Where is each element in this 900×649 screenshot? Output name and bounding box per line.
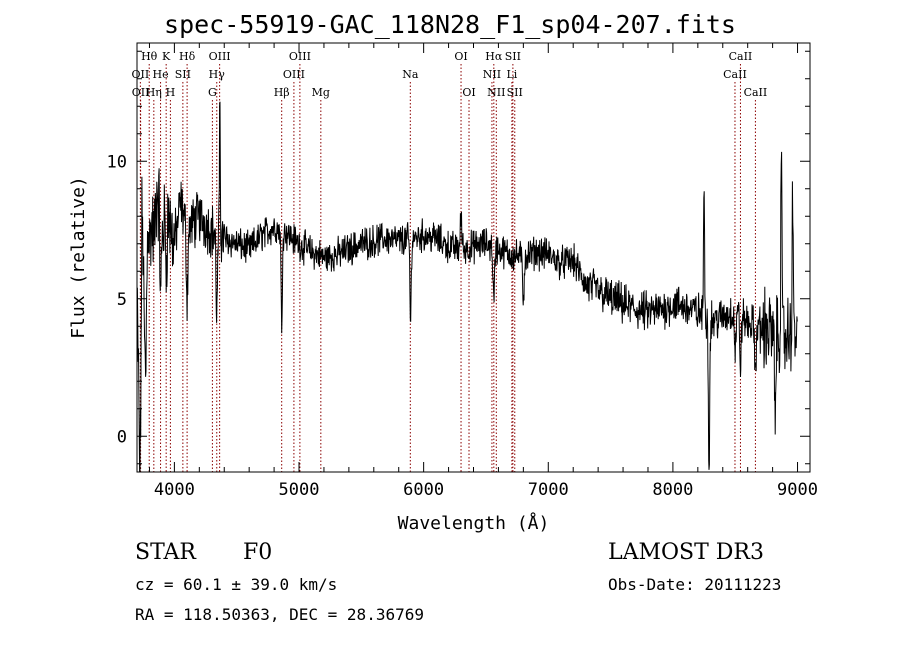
line-label-25: CaII: [729, 50, 753, 63]
y-axis-label: Flux (relative): [68, 176, 89, 339]
line-label-18: OI: [462, 86, 475, 99]
line-label-14: OIII: [283, 68, 305, 81]
line-label-24: SII: [507, 86, 523, 99]
line-label-16: Na: [402, 68, 419, 81]
x-axis-label: Wavelength (Å): [398, 512, 550, 534]
x-tick-label: 7000: [528, 480, 569, 500]
line-label-1: OII: [132, 68, 150, 81]
line-label-17: OI: [454, 50, 467, 63]
line-label-4: He: [153, 68, 169, 81]
spectrum-series: [136, 101, 798, 473]
object-subclass: F0: [243, 540, 273, 565]
line-label-9: G: [208, 86, 217, 99]
line-label-13: OIII: [289, 50, 311, 63]
x-tick-label: 4000: [154, 480, 195, 500]
line-label-6: SII: [175, 68, 191, 81]
line-label-0: Hθ: [141, 50, 158, 63]
y-tick-label: 10: [107, 152, 127, 172]
axes: 4000 5000 6000 7000 8000 9000 0 5 10 Wavelength (…: [68, 42, 818, 534]
line-label-11: Hγ: [209, 68, 226, 81]
x-tick-label: 8000: [652, 480, 693, 500]
x-tick-label: 6000: [403, 480, 444, 500]
line-label-27: CaII: [744, 86, 768, 99]
line-label-5: K: [162, 50, 171, 63]
line-label-15: Mg: [312, 86, 330, 99]
coordinates: RA = 118.50363, DEC = 28.36769: [135, 605, 424, 624]
line-label-19: Hα: [485, 50, 503, 63]
line-label-7: H: [166, 86, 176, 99]
line-markers: [139, 64, 756, 472]
line-label-20: NII: [483, 68, 501, 81]
redshift-value: cz = 60.1 ± 39.0 km/s: [135, 575, 338, 594]
line-label-3: Hη: [146, 86, 162, 99]
x-tick-label: 9000: [777, 480, 818, 500]
chart-title: spec-55919-GAC_118N28_F1_sp04-207.fits: [164, 10, 736, 39]
line-label-23: Li: [506, 68, 517, 81]
line-labels: HθOIIOIIHηHeKSIIHHδGOIIIHγHβOIIIOIIIMgNa…: [132, 50, 768, 99]
survey-name: LAMOST DR3: [608, 540, 764, 565]
line-label-12: Hβ: [274, 86, 290, 99]
obs-date: Obs-Date: 20111223: [608, 575, 782, 594]
line-label-21: NII: [487, 86, 505, 99]
x-tick-label: 5000: [279, 480, 320, 500]
line-label-10: OIII: [209, 50, 231, 63]
object-class: STAR: [135, 540, 196, 565]
y-tick-label: 0: [117, 427, 127, 447]
plot-frame: [136, 42, 811, 473]
spectrum-line: [136, 101, 798, 473]
y-tick-label: 5: [117, 290, 127, 310]
line-label-22: SII: [505, 50, 521, 63]
line-label-26: CaII: [723, 68, 747, 81]
line-label-2: OII: [132, 86, 150, 99]
line-label-8: Hδ: [179, 50, 196, 63]
